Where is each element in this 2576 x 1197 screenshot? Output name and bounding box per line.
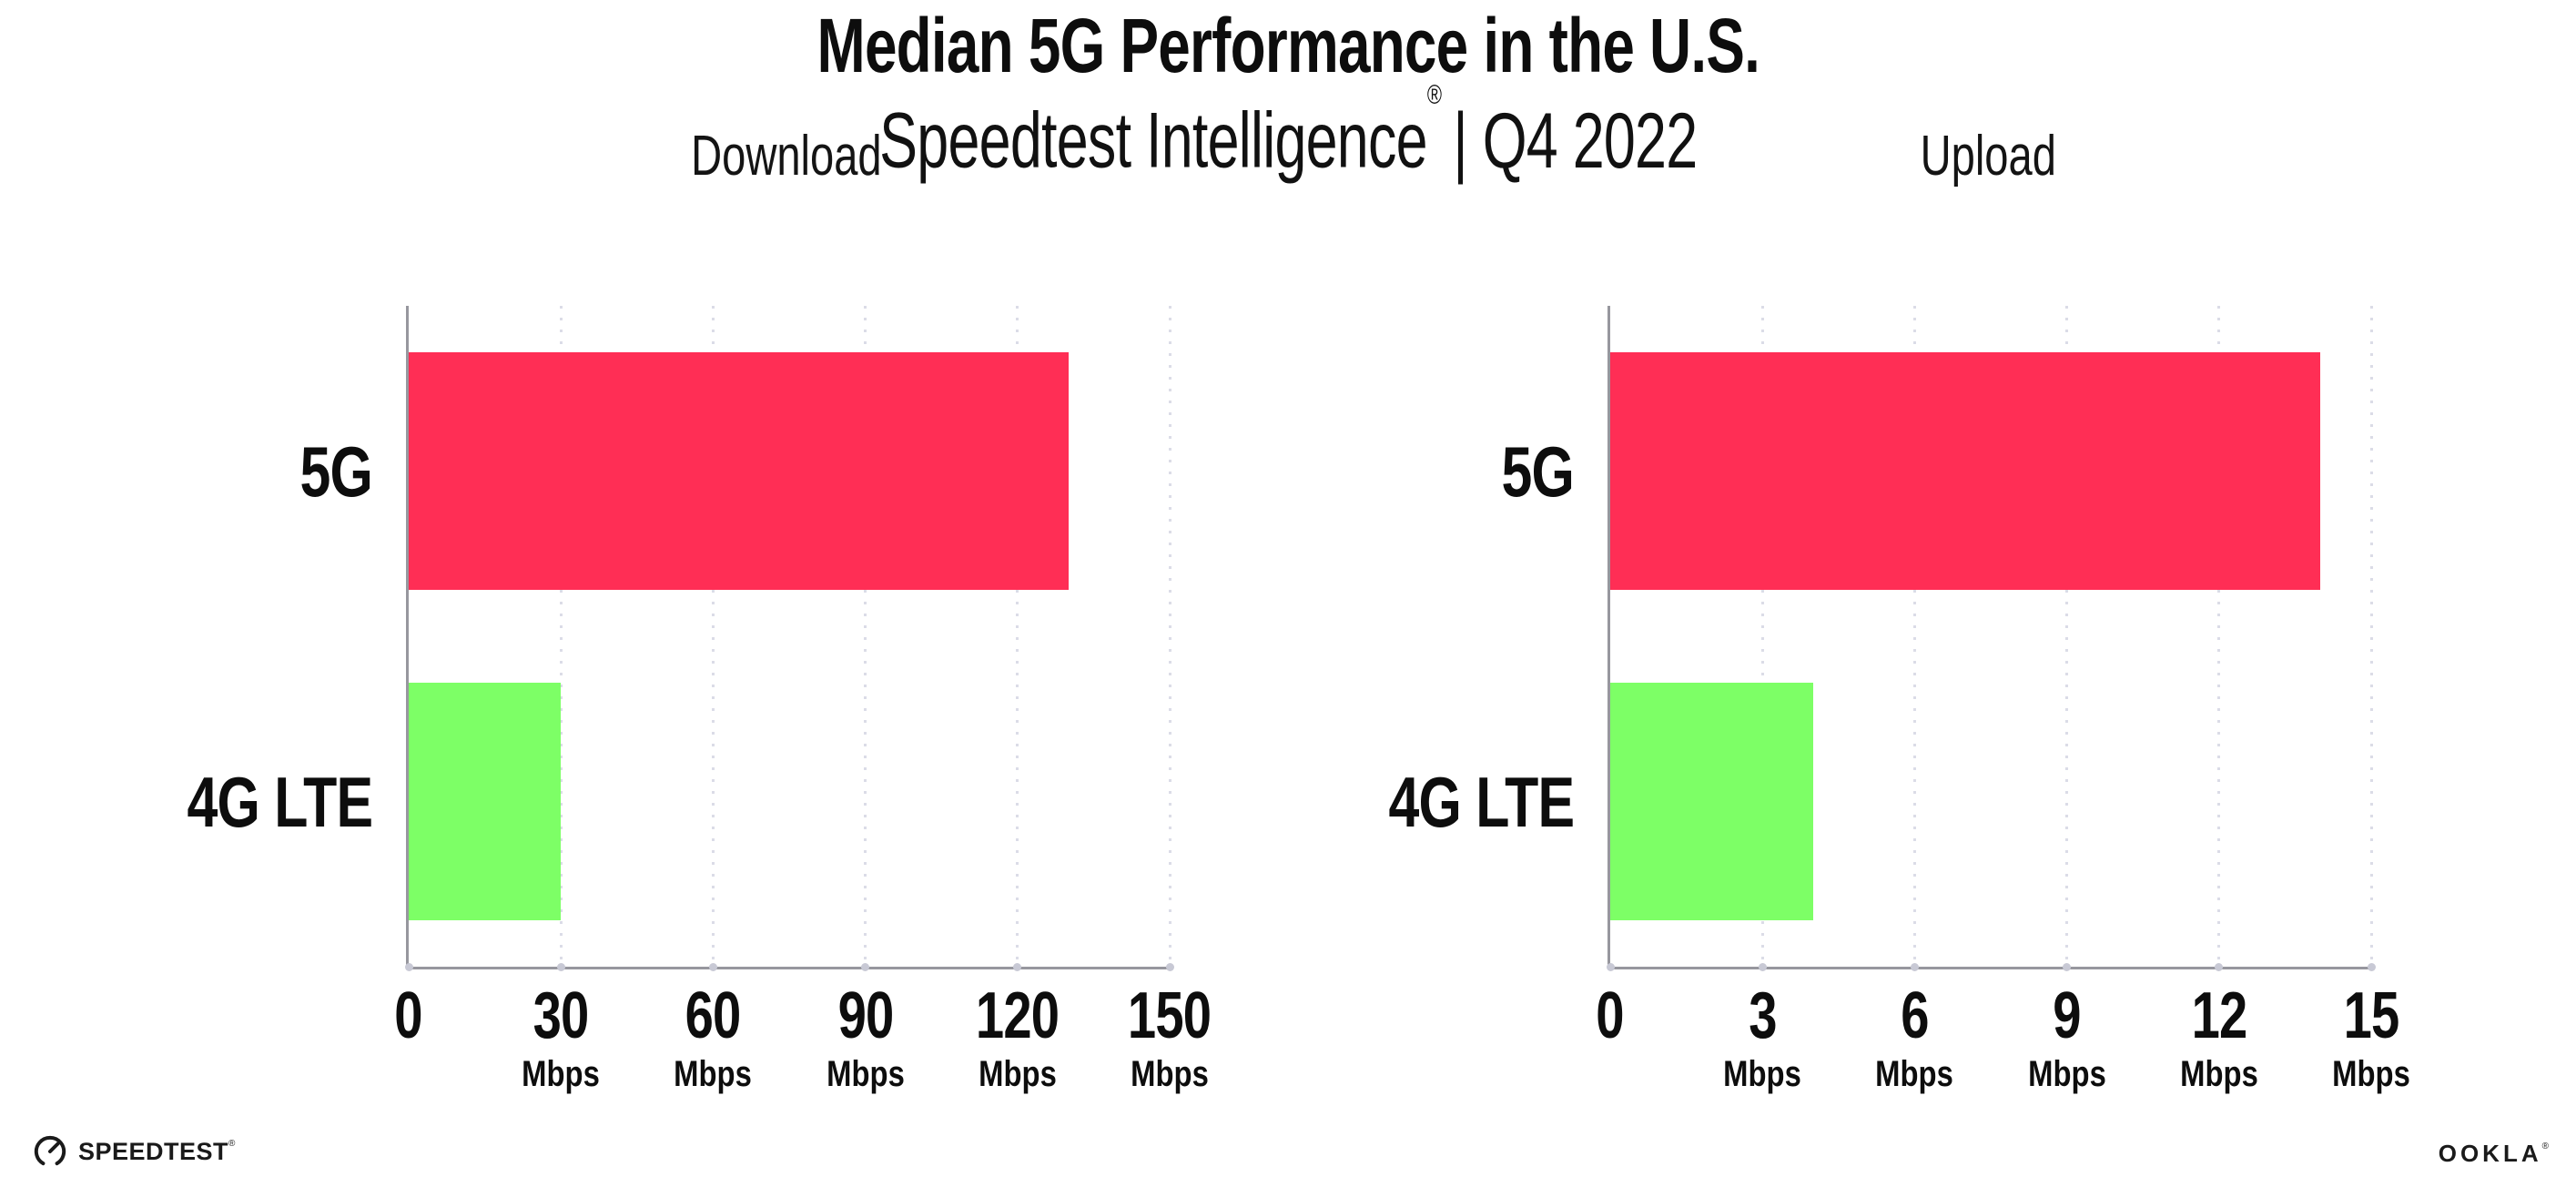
x-tick-unit: Mbps	[978, 1054, 1057, 1094]
x-tick-label-60: 60 Mbps	[622, 979, 804, 1096]
upload-chart-title: Upload	[1607, 124, 2368, 189]
category-label-text: 5G	[1501, 431, 1574, 512]
upload-plot-area: 0 3 Mbps 6 Mbps 9 Mbps 12 Mbps 15 Mbps 5G 4G LTE	[1388, 306, 2410, 1094]
subtitle-period: | Q4 2022	[1453, 96, 1698, 185]
bar-5g-upload	[1610, 352, 2321, 590]
bar-4g-lte-upload	[1610, 683, 1813, 920]
x-tick-value: 0	[1596, 979, 1625, 1052]
subtitle-brand: Speedtest Intelligence	[878, 96, 1427, 185]
ookla-logo: OOKLA ®	[2439, 1140, 2549, 1168]
gridline-15	[2369, 306, 2373, 967]
category-label-text: 4G LTE	[187, 761, 373, 842]
x-tick-value: 90	[837, 979, 894, 1052]
download-chart: Download 0 30 Mbps 60 Mbps 90 Mbps 120 Mbps 150 Mb…	[187, 125, 1212, 1094]
x-tick-label-120: 120 Mbps	[927, 979, 1109, 1096]
gridline-60	[711, 306, 715, 967]
x-tick-value: 0	[394, 979, 423, 1052]
category-label-4g-lte: 4G LTE	[72, 761, 373, 843]
x-tick-unit: Mbps	[2179, 1054, 2258, 1094]
tick-mark-15	[2367, 963, 2376, 971]
tick-mark-120	[1013, 963, 1022, 971]
x-tick-value: 30	[532, 979, 590, 1052]
gridline-12	[2217, 306, 2221, 967]
tick-mark-30	[556, 963, 565, 971]
x-tick-unit: Mbps	[2027, 1054, 2106, 1094]
x-tick-value: 12	[2191, 979, 2247, 1052]
figure-subtitle-text: Speedtest Intelligence® | Q4 2022	[878, 80, 1698, 186]
x-tick-label-0: 0	[1519, 979, 1701, 1052]
x-tick-unit: Mbps	[1875, 1054, 1954, 1094]
speedtest-label: SPEEDTEST	[78, 1137, 229, 1165]
ookla-registered-mark: ®	[2541, 1141, 2549, 1151]
x-tick-label-3: 3 Mbps	[1671, 979, 1853, 1096]
figure-title: Median 5G Performance in the U.S.	[0, 2, 2576, 89]
tick-mark-0	[1606, 963, 1615, 971]
tick-mark-150	[1165, 963, 1174, 971]
x-tick-value: 15	[2343, 979, 2400, 1052]
x-tick-label-9: 9 Mbps	[1976, 979, 2158, 1096]
gridline-9	[2065, 306, 2069, 967]
gridline-90	[864, 306, 867, 967]
x-tick-label-150: 150 Mbps	[1079, 979, 1261, 1096]
tick-mark-6	[1910, 963, 1919, 971]
x-tick-value: 9	[2053, 979, 2081, 1052]
category-label-text: 5G	[299, 431, 372, 512]
download-plot-area: 0 30 Mbps 60 Mbps 90 Mbps 120 Mbps 150 Mbps 5G 4G LT…	[187, 306, 1212, 1094]
x-tick-label-30: 30 Mbps	[470, 979, 652, 1096]
category-label-text: 4G LTE	[1388, 761, 1575, 842]
category-label-4g-lte: 4G LTE	[1273, 761, 1575, 843]
x-tick-label-0: 0	[318, 979, 500, 1052]
tick-mark-3	[1758, 963, 1767, 971]
x-tick-value: 150	[1128, 979, 1212, 1052]
upload-chart: Upload 0 3 Mbps 6 Mbps 9 Mbps 12 Mbps 15 Mbps 5G 4G …	[1388, 125, 2410, 1094]
gridline-3	[1760, 306, 1764, 967]
x-tick-value: 120	[976, 979, 1060, 1052]
bar-4g-lte-download	[409, 683, 562, 920]
download-chart-title-text: Download	[691, 125, 882, 188]
speedtest-registered-mark: ®	[228, 1139, 236, 1150]
speedtest-gauge-icon	[34, 1135, 66, 1166]
gridline-6	[1912, 306, 1916, 967]
gridline-30	[559, 306, 563, 967]
gridline-120	[1016, 306, 1019, 967]
x-tick-unit: Mbps	[826, 1054, 905, 1094]
x-tick-label-12: 12 Mbps	[2128, 979, 2310, 1096]
x-tick-unit: Mbps	[1723, 1054, 1802, 1094]
x-tick-label-90: 90 Mbps	[775, 979, 957, 1096]
tick-mark-9	[2063, 963, 2072, 971]
x-tick-unit: Mbps	[674, 1054, 753, 1094]
speedtest-wordmark: SPEEDTEST®	[78, 1138, 235, 1166]
tick-mark-90	[861, 963, 870, 971]
x-tick-value: 60	[685, 979, 742, 1052]
category-label-5g: 5G	[72, 431, 372, 512]
tick-mark-0	[404, 963, 413, 971]
gridline-150	[1168, 306, 1171, 967]
x-tick-label-15: 15 Mbps	[2280, 979, 2462, 1096]
bar-5g-download	[409, 352, 1069, 590]
x-tick-unit: Mbps	[522, 1054, 601, 1094]
x-tick-unit: Mbps	[2332, 1054, 2410, 1094]
speedtest-logo: SPEEDTEST®	[31, 1132, 235, 1171]
figure-title-text: Median 5G Performance in the U.S.	[816, 3, 1760, 88]
download-chart-title: Download	[406, 124, 1167, 189]
tick-mark-60	[708, 963, 717, 971]
x-tick-label-6: 6 Mbps	[1823, 979, 2005, 1096]
ookla-label: OOKLA	[2438, 1140, 2542, 1167]
x-tick-value: 6	[1901, 979, 1929, 1052]
tick-mark-12	[2215, 963, 2224, 971]
registered-mark: ®	[1426, 80, 1442, 110]
x-tick-value: 3	[1748, 979, 1777, 1052]
category-label-5g: 5G	[1273, 431, 1574, 512]
figure-subtitle: Speedtest Intelligence® | Q4 2022	[0, 80, 2576, 186]
upload-chart-title-text: Upload	[1920, 125, 2056, 188]
x-tick-unit: Mbps	[1131, 1054, 1209, 1094]
